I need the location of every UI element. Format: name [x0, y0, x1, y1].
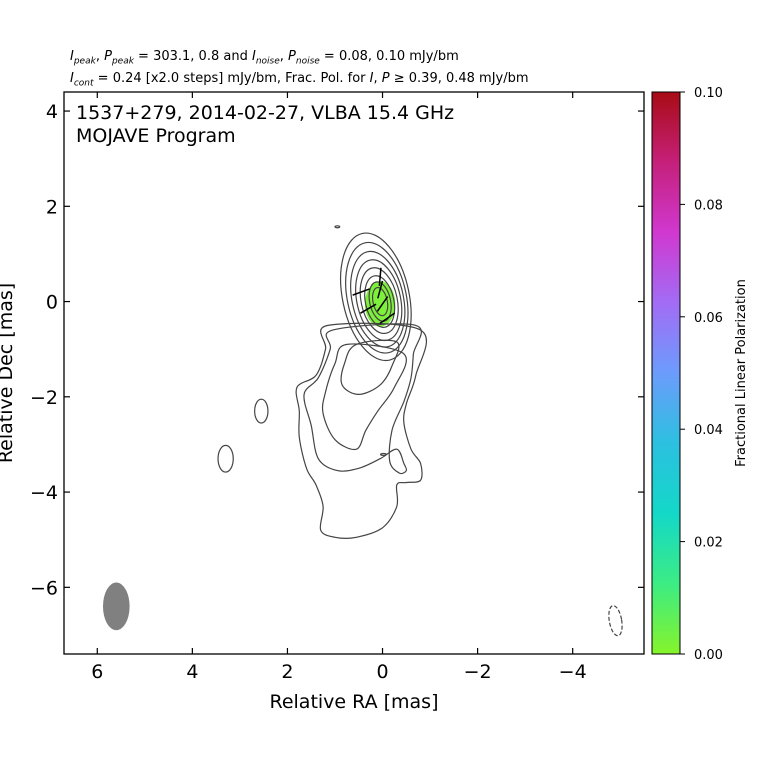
axis-ticks: 6 4 2 0 −2 −4 4 2 0 −2 −4 −6 [30, 92, 644, 683]
plot-area [102, 225, 623, 637]
fracpol-threshold-text: ≥ 0.39, 0.48 mJy/bm [389, 71, 529, 86]
p-peak-symbol: P [104, 49, 112, 64]
x-tick-label: −4 [559, 661, 587, 683]
colorbar-label: Fractional Linear Polarization [734, 279, 749, 467]
contour-layer [217, 225, 623, 637]
core-contour-7 [340, 232, 412, 362]
evpa-vector-3 [376, 296, 389, 312]
chart-title-line-2: MOJAVE Program [76, 125, 236, 147]
jet-contour-2 [303, 323, 422, 475]
core-contour-0 [371, 286, 389, 317]
beam-layer [102, 582, 130, 631]
p-peak-subscript: peak [111, 56, 134, 67]
evpa-vector-5 [377, 280, 384, 299]
y-tick-label: −2 [30, 387, 58, 409]
core-contour-3 [359, 267, 399, 335]
x-tick-label: 4 [186, 661, 198, 683]
contour-island-0 [254, 398, 269, 424]
core-contour-5 [350, 250, 406, 348]
contour-island-3 [380, 452, 387, 456]
negative-contour [608, 605, 623, 637]
i-symbol: I [369, 71, 374, 86]
noise-values: = 0.08, 0.10 mJy/bm [319, 49, 459, 64]
colorbar-tick-label: 0.06 [694, 311, 723, 326]
y-tick-label: 4 [46, 101, 58, 123]
beam-ellipse [102, 582, 130, 631]
y-tick-label: −4 [30, 482, 58, 504]
header-line-1: Ipeak, Ppeak = 303.1, 0.8 and Inoise, Pn… [70, 49, 459, 67]
contour-island-1 [217, 444, 234, 473]
core-contour-6 [345, 241, 409, 354]
jet-contour-3 [295, 322, 427, 539]
i-noise-subscript: noise [255, 56, 280, 67]
colorbar-tick-label: 0.08 [694, 198, 723, 213]
x-tick-label: 2 [281, 661, 293, 683]
x-tick-label: −2 [464, 661, 492, 683]
peak-values: = 303.1, 0.8 and [133, 49, 252, 64]
contour-levels-text: = 0.24 [x2.0 steps] mJy/bm, Frac. Pol. f… [93, 71, 370, 86]
header-line-2: Icont = 0.24 [x2.0 steps] mJy/bm, Frac. … [70, 71, 529, 89]
evpa-vector-2 [378, 267, 382, 286]
jet-contour-0 [340, 339, 400, 396]
y-tick-label: 2 [46, 196, 58, 218]
colorbar-tick-label: 0.10 [694, 86, 723, 101]
colorbar-tick-label: 0.02 [694, 536, 723, 551]
comma-text: , [373, 71, 382, 86]
i-peak-symbol: I [70, 49, 74, 64]
colorbar-tick-label: 0.00 [694, 648, 723, 663]
p-noise-symbol: P [288, 49, 296, 64]
x-tick-label: 6 [91, 661, 103, 683]
contour-island-2 [334, 225, 341, 229]
x-tick-label: 0 [376, 661, 388, 683]
i-peak-subscript: peak [73, 56, 96, 67]
i-noise-symbol: I [251, 49, 256, 64]
evpa-vector-4 [379, 312, 396, 325]
x-axis-label: Relative RA [mas] [269, 691, 438, 713]
p-noise-subscript: noise [295, 56, 320, 67]
evpa-vector-1 [360, 303, 377, 314]
jet-contour-1 [321, 343, 407, 451]
colorbar-tick-label: 0.04 [694, 423, 723, 438]
i-cont-symbol: I [70, 71, 74, 86]
evpa-layer [352, 267, 396, 325]
colorbar-ticks: 0.00 0.02 0.04 0.06 0.08 0.10 [680, 86, 723, 663]
y-tick-label: −6 [30, 577, 58, 599]
i-cont-subscript: cont [73, 78, 94, 89]
plot-frame [63, 91, 645, 655]
y-tick-label: 0 [46, 292, 58, 314]
chart-title-line-1: 1537+279, 2014-02-27, VLBA 15.4 GHz [76, 102, 454, 124]
p-symbol: P [381, 71, 390, 86]
colorbar [651, 91, 681, 655]
evpa-vector-0 [352, 288, 370, 296]
y-axis-label: Relative Dec [mas] [0, 283, 17, 463]
core-contour-2 [364, 275, 396, 328]
